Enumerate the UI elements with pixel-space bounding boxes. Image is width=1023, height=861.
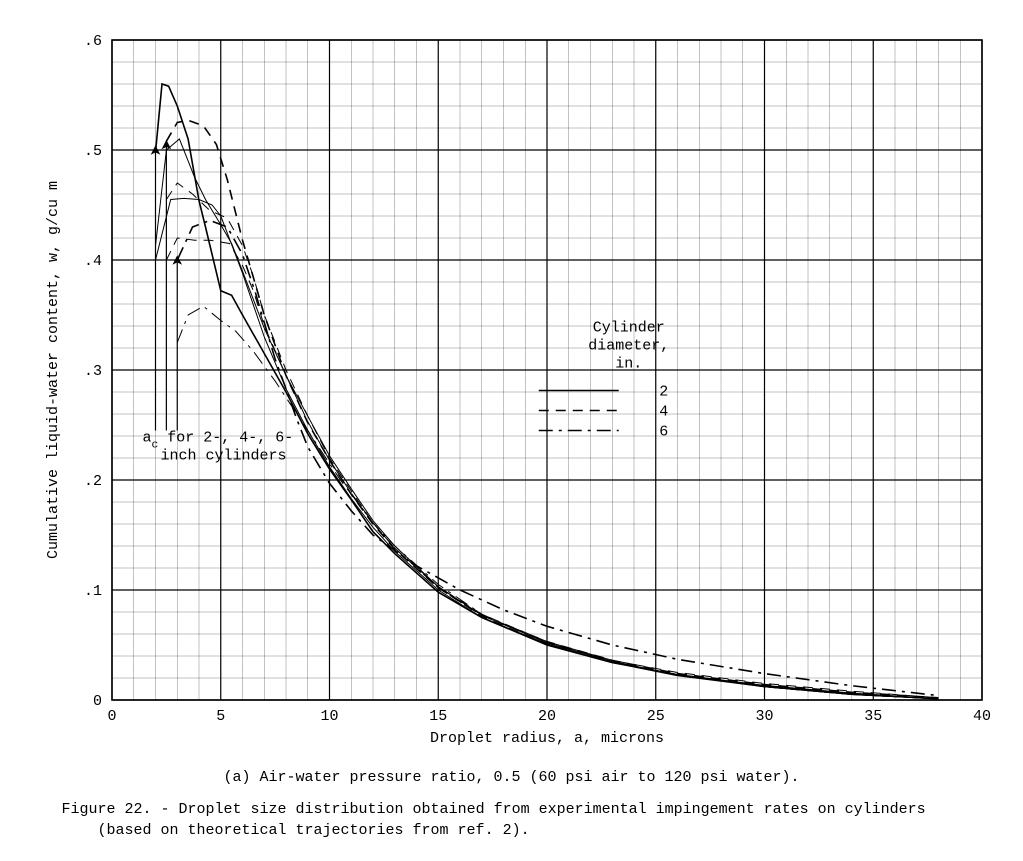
svg-text:diameter,: diameter, xyxy=(588,338,669,355)
svg-text:35: 35 xyxy=(864,708,882,725)
svg-text:20: 20 xyxy=(537,708,555,725)
subcaption: (a) Air-water pressure ratio, 0.5 (60 ps… xyxy=(22,768,1002,788)
svg-text:15: 15 xyxy=(429,708,447,725)
svg-text:.3: .3 xyxy=(83,363,101,380)
annotation-text: ac for 2-, 4-, 6-inch cylinders xyxy=(142,430,293,465)
svg-text:Cumulative liquid-water conten: Cumulative liquid-water content, w, g/cu… xyxy=(45,181,62,559)
svg-text:4: 4 xyxy=(659,404,668,421)
svg-text:10: 10 xyxy=(320,708,338,725)
caption-block: (a) Air-water pressure ratio, 0.5 (60 ps… xyxy=(22,768,1002,841)
svg-text:.1: .1 xyxy=(83,583,101,600)
svg-text:inch cylinders: inch cylinders xyxy=(160,448,286,465)
svg-text:.6: .6 xyxy=(83,33,101,50)
svg-text:.4: .4 xyxy=(83,253,101,270)
svg-text:40: 40 xyxy=(972,708,990,725)
svg-text:30: 30 xyxy=(755,708,773,725)
svg-text:6: 6 xyxy=(659,424,668,441)
svg-text:5: 5 xyxy=(216,708,225,725)
svg-text:0: 0 xyxy=(92,693,101,710)
svg-text:0: 0 xyxy=(107,708,116,725)
svg-text:25: 25 xyxy=(646,708,664,725)
chart-svg: 0 5 10 15 20 25 30 35 40 0 .1 .2 .3 .4 .5 .6 Droplet rad… xyxy=(22,20,1002,760)
svg-text:.2: .2 xyxy=(83,473,101,490)
svg-text:Droplet radius, a, microns: Droplet radius, a, microns xyxy=(429,730,663,747)
svg-text:Cylinder: Cylinder xyxy=(592,320,664,337)
svg-text:in.: in. xyxy=(615,356,642,373)
svg-text:2: 2 xyxy=(659,384,668,401)
figure-container: 0 5 10 15 20 25 30 35 40 0 .1 .2 .3 .4 .5 .6 Droplet rad… xyxy=(22,20,1002,760)
svg-text:.5: .5 xyxy=(83,143,101,160)
figure-caption: Figure 22. - Droplet size distribution o… xyxy=(62,800,982,841)
